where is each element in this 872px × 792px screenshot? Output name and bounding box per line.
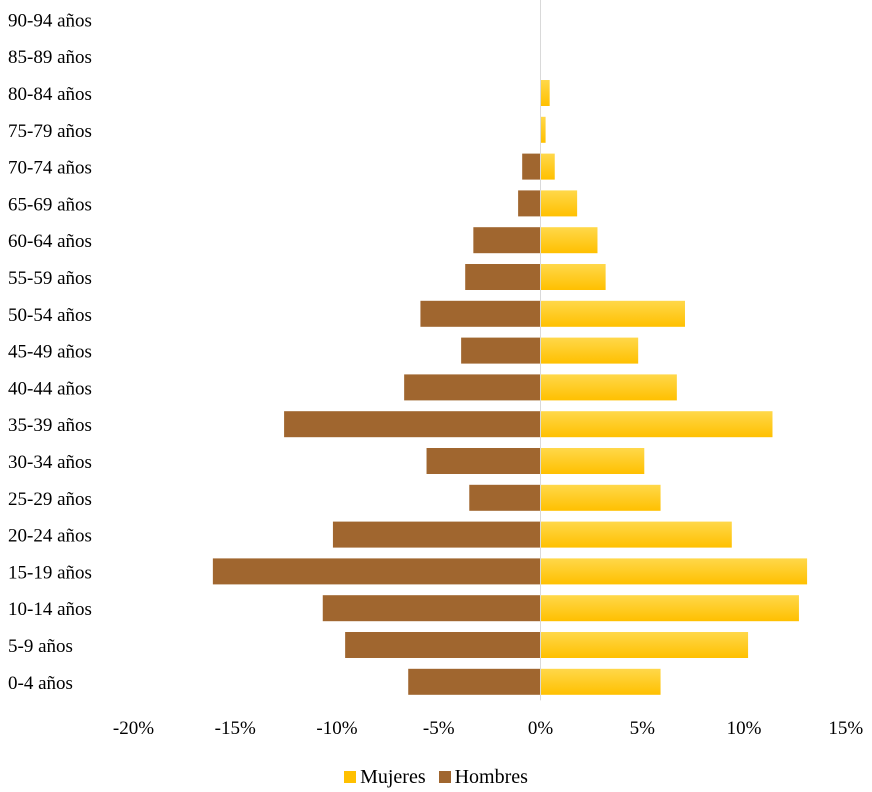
y-tick-label: 0-4 años [8, 673, 73, 694]
bar-hombres-20-24-años [332, 521, 541, 548]
bar-mujeres-20-24-años [540, 521, 732, 548]
bar-hombres-55-59-años [465, 264, 541, 290]
y-tick-label: 20-24 años [8, 526, 92, 547]
bar-hombres-30-34-años [426, 448, 541, 474]
y-tick-label: 55-59 años [8, 268, 92, 289]
y-tick-label: 70-74 años [8, 158, 92, 179]
y-tick-label: 60-64 años [8, 231, 92, 252]
bar-hombres-10-14-años [322, 595, 541, 622]
x-tick-label: 15% [828, 718, 863, 739]
y-tick-label: 75-79 años [8, 121, 92, 142]
y-tick-label: 45-49 años [8, 342, 92, 363]
x-tick-label: -10% [316, 718, 357, 739]
bar-mujeres-50-54-años [540, 300, 685, 327]
x-tick-label: -15% [215, 718, 256, 739]
bar-hombres-25-29-años [469, 484, 541, 511]
bar-mujeres-60-64-años [540, 227, 598, 254]
bar-mujeres-30-34-años [540, 448, 645, 474]
bar-mujeres-70-74-años [540, 153, 555, 180]
x-tick-label: -20% [113, 718, 154, 739]
y-tick-label: 10-14 años [8, 599, 92, 620]
bar-mujeres-0-4-años [540, 668, 661, 695]
x-tick-label: 10% [727, 718, 762, 739]
bar-mujeres-65-69-años [540, 190, 578, 217]
y-tick-label: 15-19 años [8, 562, 92, 583]
bar-hombres-0-4-años [408, 668, 541, 695]
bar-mujeres-35-39-años [540, 411, 773, 438]
bar-mujeres-80-84-años [540, 80, 550, 106]
legend-label-hombres: Hombres [454, 766, 528, 788]
y-tick-label: 35-39 años [8, 415, 92, 436]
x-tick-label: -5% [423, 718, 455, 739]
bar-hombres-60-64-años [473, 227, 541, 254]
y-tick-label: 85-89 años [8, 47, 92, 68]
y-tick-label: 25-29 años [8, 489, 92, 510]
bar-hombres-15-19-años [212, 558, 541, 585]
bar-hombres-65-69-años [518, 190, 541, 217]
y-tick-label: 50-54 años [8, 305, 92, 326]
legend: Mujeres Hombres [0, 765, 872, 789]
bar-mujeres-15-19-años [540, 558, 808, 585]
legend-label-mujeres: Mujeres [360, 766, 426, 788]
bar-hombres-40-44-años [404, 374, 541, 401]
y-tick-label: 80-84 años [8, 84, 92, 105]
bar-hombres-5-9-años [345, 632, 541, 658]
bar-mujeres-75-79-años [540, 116, 546, 143]
bar-hombres-35-39-años [284, 411, 541, 438]
legend-swatch-hombres [438, 771, 451, 783]
x-tick-label: 5% [630, 718, 656, 739]
bar-mujeres-40-44-años [540, 374, 677, 401]
bar-hombres-70-74-años [522, 153, 541, 180]
legend-swatch-mujeres [344, 771, 357, 783]
legend-item-mujeres: Mujeres [344, 765, 426, 789]
y-tick-label: 5-9 años [8, 636, 73, 657]
bar-hombres-50-54-años [420, 300, 541, 327]
y-tick-label: 90-94 años [8, 10, 92, 31]
legend-item-hombres: Hombres [438, 765, 528, 789]
y-tick-label: 40-44 años [8, 378, 92, 399]
bar-mujeres-5-9-años [540, 632, 749, 658]
y-tick-label: 65-69 años [8, 194, 92, 215]
bar-mujeres-55-59-años [540, 264, 606, 290]
bar-mujeres-10-14-años [540, 595, 799, 622]
x-tick-label: 0% [528, 718, 554, 739]
bar-hombres-45-49-años [461, 337, 541, 364]
y-tick-label: 30-34 años [8, 452, 92, 473]
bar-mujeres-25-29-años [540, 484, 661, 511]
bar-mujeres-45-49-años [540, 337, 639, 364]
